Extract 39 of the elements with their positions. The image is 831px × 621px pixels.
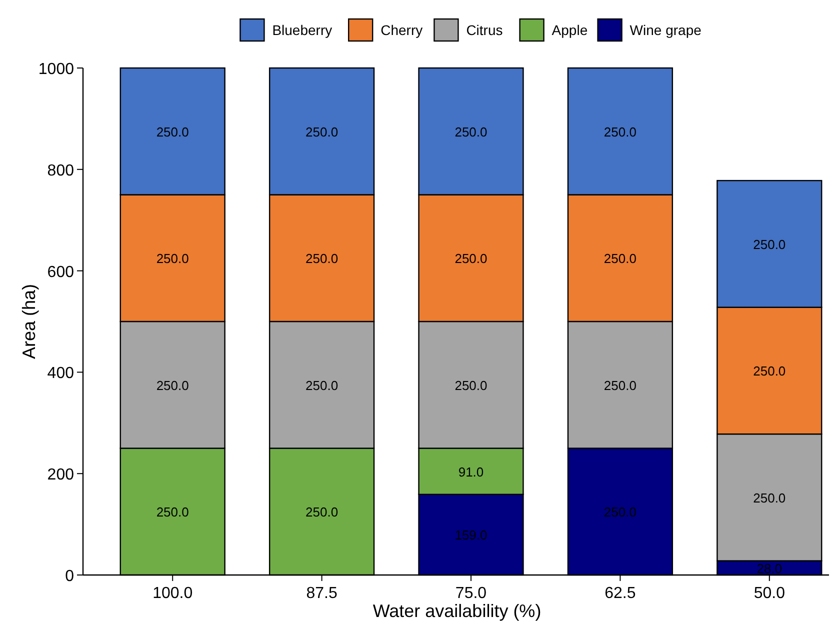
data-label: 250.0 — [753, 236, 786, 252]
legend-label: Apple — [552, 22, 588, 38]
data-label: 250.0 — [306, 378, 338, 393]
data-label: 250.0 — [753, 490, 786, 506]
data-label: 91.0 — [458, 464, 484, 480]
data-label: 250.0 — [306, 504, 338, 520]
x-tick-label: 62.5 — [604, 585, 636, 602]
data-label: 250.0 — [454, 378, 488, 393]
data-label: 28.0 — [756, 560, 782, 576]
x-tick-label: 50.0 — [754, 585, 786, 602]
data-label: 250.0 — [156, 378, 189, 393]
x-tick-label: 87.5 — [306, 585, 338, 602]
data-label: 250.0 — [156, 251, 189, 266]
y-tick-label: 0 — [65, 568, 74, 585]
data-label: 250.0 — [306, 124, 338, 140]
data-label: 250.0 — [604, 504, 636, 520]
data-label: 250.0 — [156, 124, 189, 140]
data-label: 250.0 — [604, 251, 636, 266]
data-label: 250.0 — [604, 378, 636, 393]
y-axis-title: Area (ha) — [19, 284, 39, 360]
x-tick-label: 100.0 — [152, 585, 193, 602]
x-axis-title: Water availability (%) — [372, 601, 542, 621]
data-label: 159.0 — [454, 528, 488, 543]
data-label: 250.0 — [156, 504, 189, 520]
y-tick-label: 800 — [47, 162, 74, 180]
y-tick-label: 600 — [47, 264, 74, 281]
legend-label: Blueberry — [272, 22, 332, 38]
y-tick-label: 1000 — [38, 61, 74, 78]
x-tick-label: 75.0 — [455, 585, 487, 602]
data-label: 250.0 — [454, 251, 488, 266]
legend-label: Wine grape — [630, 22, 702, 38]
y-tick-label: 400 — [47, 365, 74, 382]
data-label: 250.0 — [306, 251, 338, 266]
legend-label: Cherry — [380, 22, 423, 38]
data-label: 250.0 — [604, 124, 636, 140]
y-tick-label: 200 — [47, 466, 74, 484]
data-label: 250.0 — [753, 364, 786, 379]
data-label: 250.0 — [454, 124, 488, 140]
legend-label: Citrus — [466, 22, 503, 38]
